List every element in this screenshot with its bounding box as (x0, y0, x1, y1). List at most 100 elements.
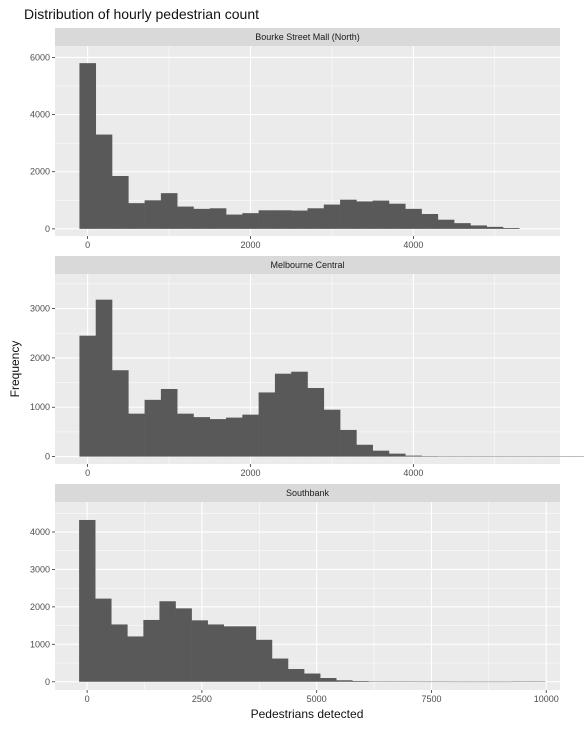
y-tick-label: 4000 (30, 527, 50, 537)
histogram-bar (502, 228, 520, 229)
histogram-bar (242, 213, 259, 229)
histogram-bar (191, 620, 208, 682)
histogram-bar (160, 193, 178, 229)
y-tick-label: 3000 (30, 304, 50, 314)
histogram-bar (127, 636, 144, 682)
facet-strip (55, 484, 560, 502)
histogram-bar (258, 392, 276, 457)
histogram-bar (177, 206, 194, 229)
y-tick-label: 1000 (30, 639, 50, 649)
x-tick-label: 0 (85, 240, 90, 250)
histogram-bar (144, 399, 162, 457)
histogram-bar (307, 208, 325, 229)
histogram-bar (454, 223, 471, 229)
histogram-bar (356, 201, 373, 229)
histogram-bar (242, 414, 259, 457)
histogram-bar (405, 455, 422, 457)
histogram-bar (352, 681, 369, 682)
y-tick-label: 6000 (30, 52, 50, 62)
facet-strip (55, 28, 560, 46)
x-tick-label: 4000 (403, 468, 423, 478)
histogram-bar (405, 208, 422, 229)
histogram-bar (177, 413, 194, 457)
y-tick-label: 2000 (30, 602, 50, 612)
histogram-bar (207, 624, 225, 682)
histogram-bar (340, 429, 357, 457)
histogram-bars (79, 63, 520, 229)
facet-panel: Bourke Street Mall (North) 0 2000 4000 6000 0… (30, 28, 560, 250)
histogram-bar (372, 450, 390, 457)
histogram-bar (291, 371, 308, 457)
histogram-bar (95, 134, 113, 229)
histogram-bar (388, 203, 406, 229)
histogram-bar (144, 200, 162, 229)
histogram-bar (128, 413, 145, 457)
histogram-bar (421, 214, 439, 229)
x-axis-title: Pedestrians detected (251, 707, 364, 721)
histogram-bar (159, 601, 176, 682)
histogram-bar (226, 417, 243, 457)
histogram-bar (291, 210, 308, 229)
histogram-bar (209, 208, 227, 229)
histogram-bar (175, 608, 192, 682)
histogram-bar (320, 678, 337, 682)
histogram-bar (160, 388, 178, 457)
histogram-bar (470, 225, 487, 229)
histogram-bar (372, 200, 390, 229)
histogram-bar (112, 176, 129, 229)
histogram-bar (79, 63, 97, 229)
histogram-bar (239, 626, 257, 682)
histogram-bar (323, 409, 341, 457)
histogram-bar (356, 444, 373, 457)
histogram-bar (95, 299, 113, 457)
facet-strip (55, 256, 560, 274)
histogram-bar (304, 673, 321, 682)
chart-title: Distribution of hourly pedestrian count (24, 6, 260, 22)
x-tick-label: 5000 (307, 694, 327, 704)
x-tick-label: 2500 (192, 694, 212, 704)
facet-strip-label: Southbank (286, 488, 330, 498)
histogram-bar (193, 208, 211, 229)
y-tick-label: 2000 (30, 353, 50, 363)
histogram-bar (111, 624, 128, 682)
histogram-bar (112, 370, 129, 457)
x-tick-label: 10000 (534, 694, 559, 704)
facet-strip-label: Bourke Street Mall (North) (255, 32, 360, 42)
histogram-bar (255, 639, 273, 682)
y-tick-label: 2000 (30, 167, 50, 177)
histogram-bar (323, 204, 341, 229)
histogram-bar (336, 680, 353, 682)
y-tick-label: 0 (45, 677, 50, 687)
histogram-bar (271, 658, 289, 682)
histogram-bar (226, 214, 243, 229)
x-tick-label: 4000 (403, 240, 423, 250)
facet-panel: Melbourne Central 0 1000 2000 3000 0 2000 4000 (30, 256, 584, 478)
histogram-bar (258, 210, 276, 229)
histogram-bar (209, 419, 227, 457)
x-tick-label: 2000 (240, 468, 260, 478)
histogram-bar (143, 619, 160, 682)
histogram-bar (95, 598, 112, 682)
histogram-bar (287, 669, 305, 682)
histogram-bar (79, 519, 96, 682)
histogram-bar (274, 373, 292, 457)
x-tick-label: 2000 (240, 240, 260, 250)
y-tick-label: 0 (45, 452, 50, 462)
histogram-bar (79, 335, 97, 457)
histogram-bar (274, 210, 292, 229)
y-tick-label: 1000 (30, 402, 50, 412)
histogram-bar (486, 226, 504, 229)
histogram-bars (79, 299, 584, 457)
x-tick-label: 0 (85, 694, 90, 704)
facet-strip-label: Melbourne Central (270, 260, 344, 270)
histogram-bar (223, 626, 241, 682)
histogram-bar (388, 453, 406, 457)
facet-panel: Southbank 0 1000 2000 3000 4000 0 2500 5000 7500 1… (30, 484, 560, 704)
histogram-bars (79, 519, 546, 683)
histogram-bar (340, 199, 357, 229)
histogram-bar (128, 203, 145, 229)
histogram-bar (437, 219, 455, 229)
x-tick-label: 0 (85, 468, 90, 478)
histogram-bar (193, 417, 211, 457)
